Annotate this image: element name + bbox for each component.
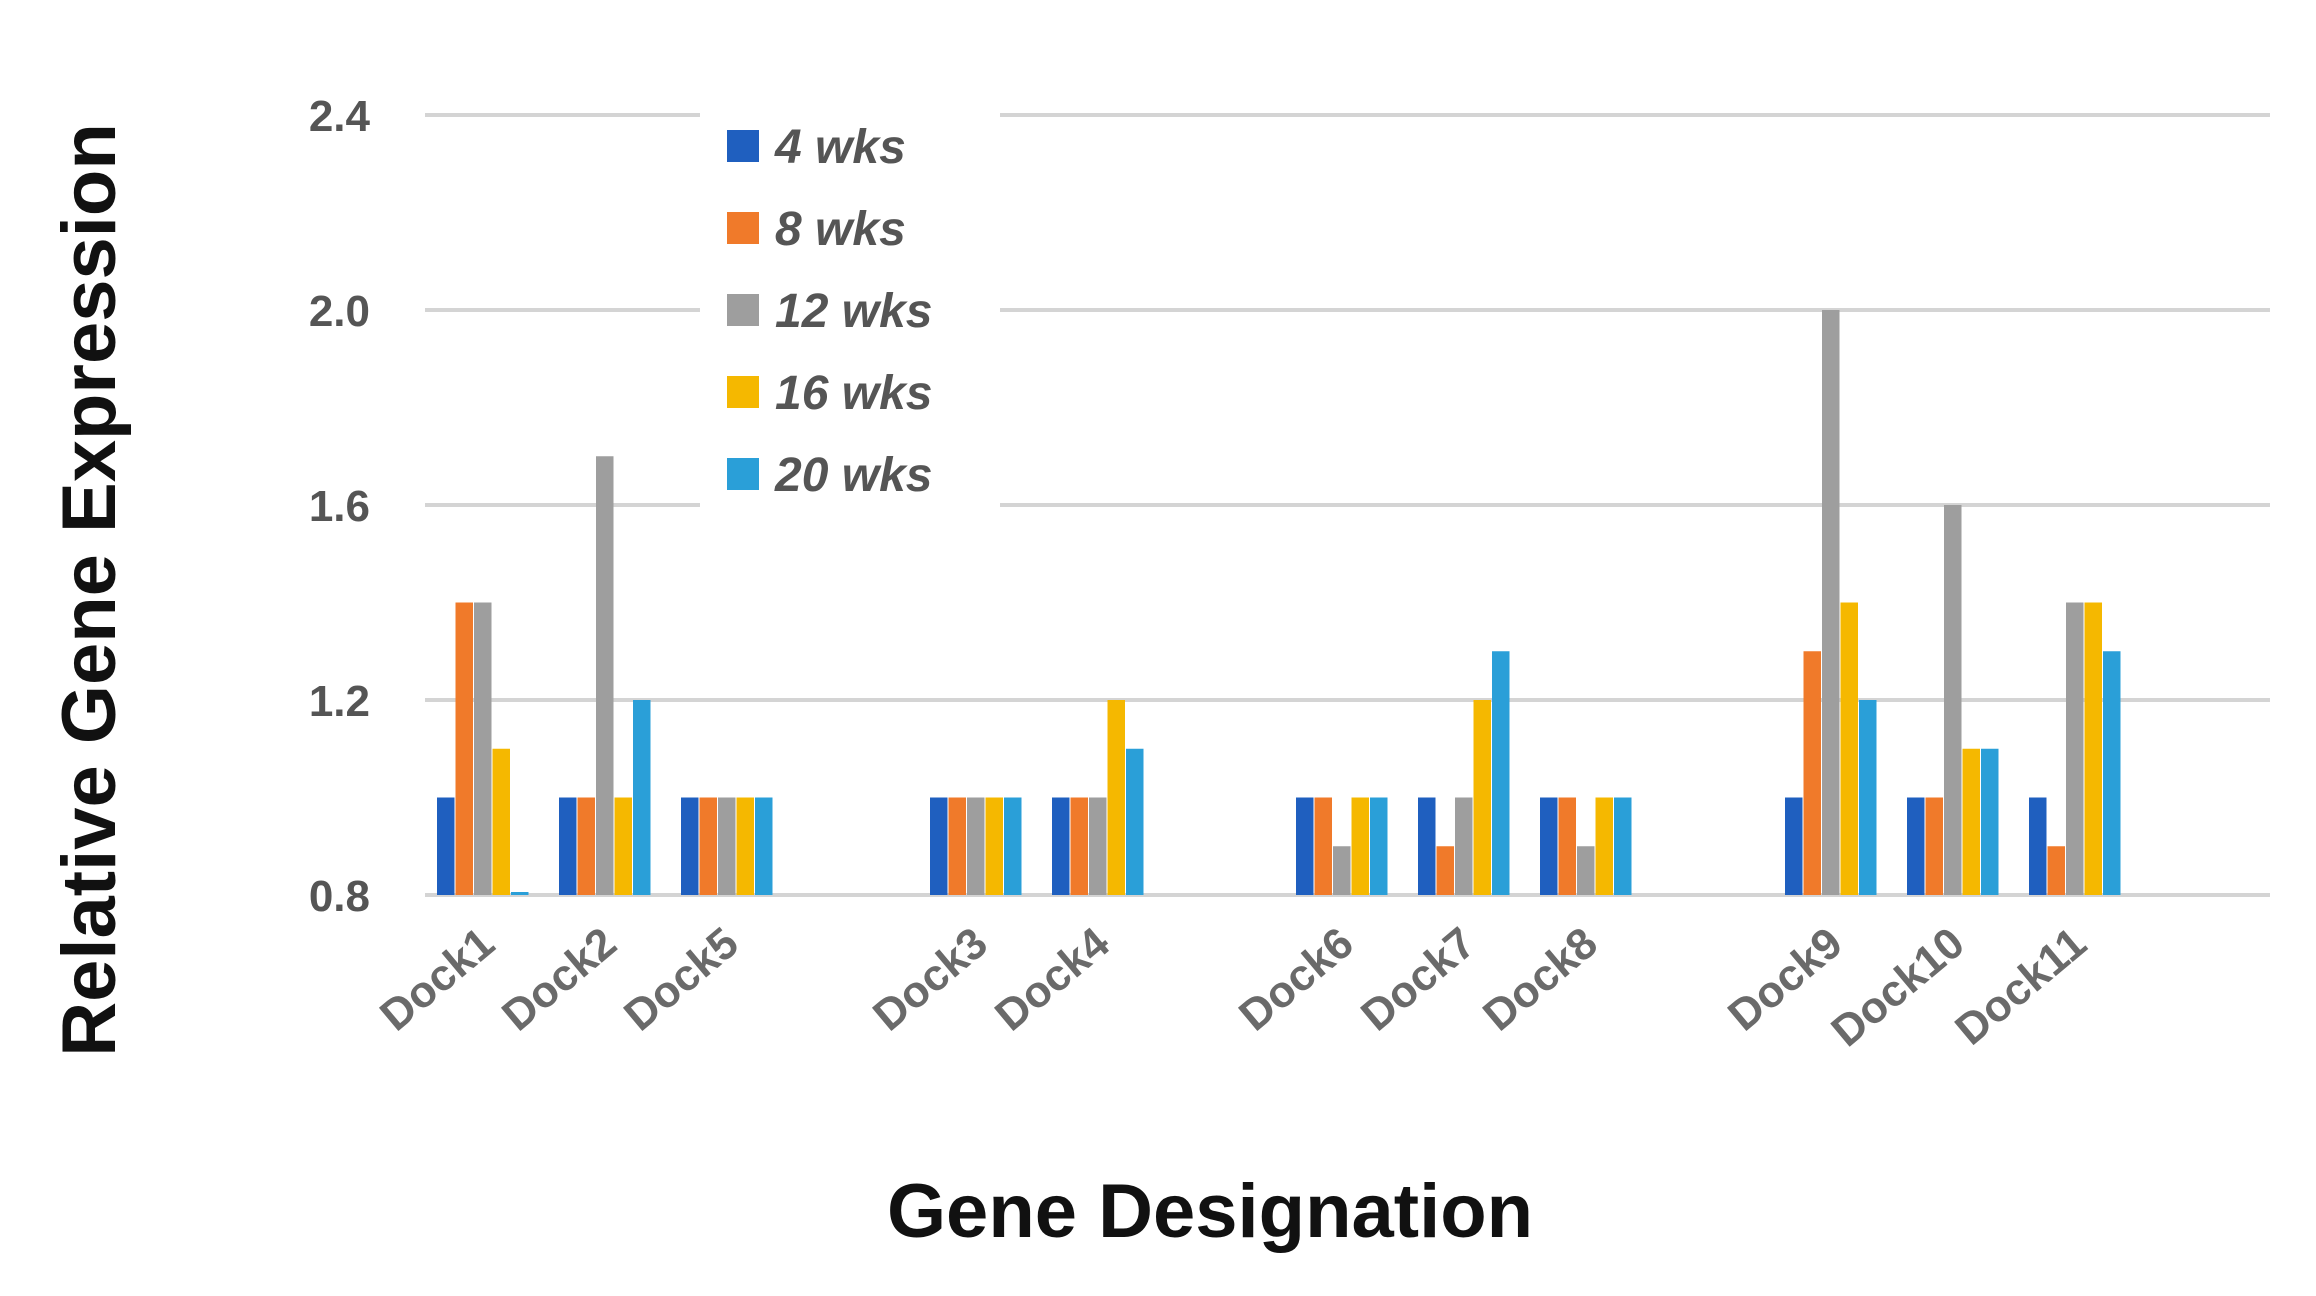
y-axis-title: Relative Gene Expression [47,123,132,1057]
bar-dock5-8wks [699,797,717,895]
bar-dock8-20wks [1614,797,1632,895]
category-label: Dock5 [615,918,748,1040]
legend-label: 20 wks [774,449,932,502]
bar-dock11-20wks [2103,651,2121,895]
bar-dock10-16wks [1962,748,1980,895]
y-tick-label: 1.6 [309,482,370,531]
bar-dock9-4wks [1785,797,1803,895]
category-label: Dock11 [1946,918,2096,1055]
bar-dock11-12wks [2066,602,2084,895]
category-label: Dock3 [864,918,997,1040]
bar-dock8-12wks [1577,846,1595,895]
bar-dock1-4wks [437,797,455,895]
bar-dock10-4wks [1907,797,1925,895]
legend-swatch [727,458,759,490]
bar-dock3-8wks [948,797,966,895]
bar-dock5-12wks [718,797,736,895]
bar-dock7-12wks [1455,797,1473,895]
bar-dock6-12wks [1333,846,1351,895]
bar-dock10-20wks [1981,748,1999,895]
bar-dock8-4wks [1540,797,1558,895]
bar-dock11-16wks [2084,602,2102,895]
bar-dock2-8wks [577,797,595,895]
bar-dock4-16wks [1107,700,1125,895]
bar-dock1-16wks [492,748,510,895]
legend-label: 16 wks [775,367,932,420]
bar-dock6-20wks [1370,797,1388,895]
category-label: Dock1 [371,918,504,1040]
bar-dock7-20wks [1492,651,1510,895]
category-label: Dock2 [493,918,626,1040]
bar-dock2-4wks [559,797,577,895]
category-label: Dock6 [1230,918,1363,1040]
y-tick-label: 0.8 [309,872,370,921]
legend-swatch [727,212,759,244]
y-tick-labels: 0.8 1.2 1.6 2.0 2.4 [309,92,371,921]
y-tick-label: 2.0 [309,287,370,336]
bar-dock3-20wks [1004,797,1022,895]
bar-dock7-8wks [1436,846,1454,895]
bar-dock5-4wks [681,797,699,895]
legend-label: 12 wks [775,285,932,338]
category-label: Dock8 [1474,918,1607,1040]
category-label: Dock7 [1352,918,1485,1040]
legend-swatch [727,376,759,408]
y-tick-label: 2.4 [309,92,371,141]
bar-dock3-12wks [967,797,985,895]
bar-dock6-8wks [1314,797,1332,895]
y-tick-label: 1.2 [309,677,370,726]
bars [437,310,2121,895]
bar-dock8-16wks [1595,797,1613,895]
bar-dock2-12wks [596,456,614,895]
bar-dock3-16wks [985,797,1003,895]
category-label: Dock10 [1822,918,1973,1056]
legend: 4 wks 8 wks 12 wks 16 wks 20 wks [700,100,1000,510]
bar-dock7-4wks [1418,797,1436,895]
bar-dock3-4wks [930,797,948,895]
bar-dock2-16wks [614,797,632,895]
bar-dock8-8wks [1558,797,1576,895]
bar-dock6-4wks [1296,797,1314,895]
bar-dock1-12wks [474,602,492,895]
bar-dock10-8wks [1925,797,1943,895]
bar-dock4-4wks [1052,797,1070,895]
bar-dock1-8wks [455,602,473,895]
bar-dock5-20wks [755,797,773,895]
bar-dock11-8wks [2047,846,2065,895]
bar-dock11-4wks [2029,797,2047,895]
legend-swatch [727,130,759,162]
bar-dock10-12wks [1944,505,1962,895]
legend-swatch [727,294,759,326]
legend-label: 8 wks [775,203,906,256]
bar-dock9-16wks [1840,602,1858,895]
bar-dock4-12wks [1089,797,1107,895]
bar-dock9-12wks [1822,310,1840,895]
bar-dock5-16wks [736,797,754,895]
bar-dock9-20wks [1859,700,1877,895]
bar-dock2-20wks [633,700,651,895]
bar-dock9-8wks [1803,651,1821,895]
bar-dock6-16wks [1351,797,1369,895]
legend-label: 4 wks [774,121,906,174]
bar-dock4-8wks [1070,797,1088,895]
x-axis-title: Gene Designation [887,1169,1533,1254]
bar-dock7-16wks [1473,700,1491,895]
bar-dock1-20wks [511,892,529,895]
bar-dock4-20wks [1126,748,1144,895]
category-label: Dock4 [986,918,1119,1041]
